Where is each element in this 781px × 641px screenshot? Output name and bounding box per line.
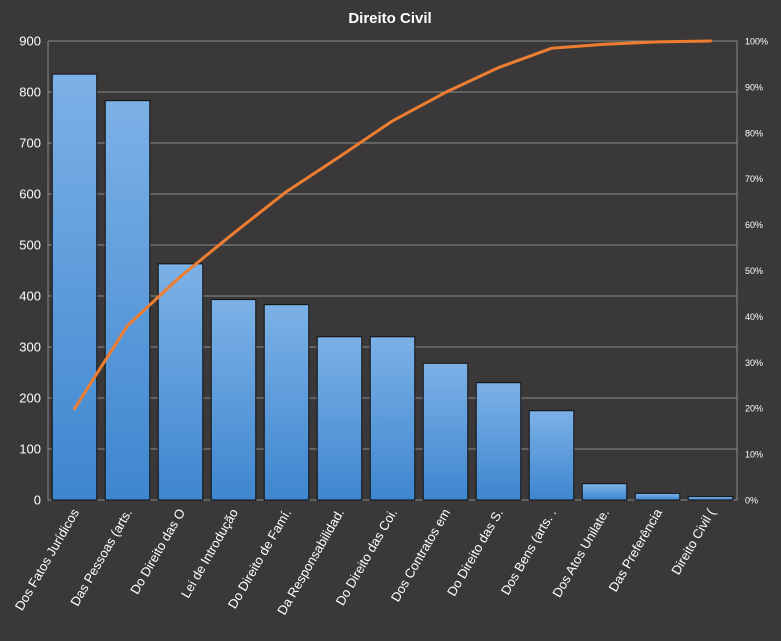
- y-tick-label: 700: [19, 136, 41, 151]
- y2-tick-label: 70%: [745, 174, 763, 184]
- y-tick-label: 300: [19, 340, 41, 355]
- cumulative-line-series: [73, 39, 712, 411]
- bar: [104, 100, 151, 501]
- y-tick-label: 100: [19, 442, 41, 457]
- bar: [634, 492, 681, 501]
- y-tick-label: 800: [19, 85, 41, 100]
- y-tick-label: 0: [34, 493, 41, 508]
- y-tick-label: 500: [19, 238, 41, 253]
- y2-tick-label: 80%: [745, 128, 763, 138]
- x-tick-label: Do Direito das O: [127, 506, 188, 597]
- bar: [316, 336, 363, 501]
- y-tick-label: 600: [19, 187, 41, 202]
- x-tick-label: Dos Atos Unilate.: [549, 506, 612, 600]
- cumulative-line: [73, 39, 712, 411]
- x-tick-label: Das Preferência: [605, 505, 665, 594]
- left-y-axis: 0 100 200 300 400 500 600 700 800 900: [19, 34, 41, 508]
- y2-tick-label: 10%: [745, 450, 763, 460]
- y-tick-label: 200: [19, 391, 41, 406]
- y2-tick-label: 0%: [745, 496, 758, 506]
- y2-tick-label: 40%: [745, 312, 763, 322]
- bar: [422, 362, 469, 501]
- x-tick-label: Direito Civil (: [668, 505, 718, 577]
- bar: [157, 263, 204, 501]
- y2-tick-label: 50%: [745, 266, 763, 276]
- y-tick-label: 400: [19, 289, 41, 304]
- bar-series: [51, 73, 734, 501]
- bar: [51, 73, 98, 501]
- chart-title: Direito Civil: [348, 10, 431, 27]
- x-tick-label: Dos Contratos em: [388, 506, 453, 604]
- bar: [210, 299, 257, 501]
- bar: [263, 304, 310, 501]
- bar: [528, 410, 575, 501]
- y2-tick-label: 30%: [745, 358, 763, 368]
- y2-tick-label: 60%: [745, 220, 763, 230]
- bar: [581, 483, 628, 501]
- x-tick-label: Lei de Introdução: [178, 506, 241, 601]
- x-tick-label: Do Direito das S.: [444, 506, 506, 599]
- y2-tick-label: 20%: [745, 404, 763, 414]
- y-tick-label: 900: [19, 34, 41, 49]
- x-tick-label: Dos Bens (arts. .: [498, 506, 559, 597]
- y2-tick-label: 100%: [745, 37, 768, 47]
- bar: [687, 495, 734, 501]
- bar: [475, 382, 522, 501]
- y2-tick-label: 90%: [745, 82, 763, 92]
- right-y-axis: 0% 10% 20% 30% 40% 50% 60% 70% 80% 90% 100%: [745, 37, 768, 506]
- bar: [369, 336, 416, 501]
